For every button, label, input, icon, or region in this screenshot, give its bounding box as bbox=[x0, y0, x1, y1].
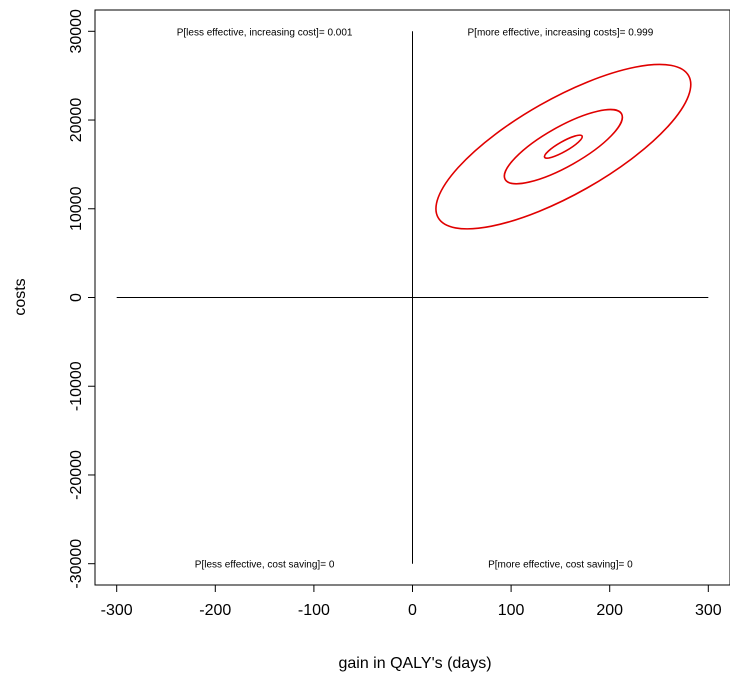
x-axis: -300 -200 -100 0 100 200 300 bbox=[101, 584, 722, 619]
contour-ellipse-1 bbox=[543, 134, 584, 159]
quadrant-annotations: P[less effective, increasing cost]= 0.00… bbox=[177, 27, 654, 570]
quadrant-annotation: P[less effective, cost saving]= 0 bbox=[195, 560, 335, 571]
axis-lines bbox=[116, 31, 709, 564]
y-tick-label: -20000 bbox=[68, 450, 85, 500]
y-tick-label: 20000 bbox=[68, 98, 85, 143]
quadrant-annotation: P[more effective, increasing costs]= 0.9… bbox=[468, 27, 654, 38]
y-tick-label: -30000 bbox=[68, 539, 85, 589]
x-tick-label: -100 bbox=[298, 602, 330, 619]
contour-ellipse-2 bbox=[503, 108, 624, 185]
y-axis: -30000 -20000 -10000 0 10000 20000 30000 bbox=[68, 9, 96, 589]
x-axis-title: gain in QALY's (days) bbox=[338, 655, 491, 672]
x-tick-label: -300 bbox=[101, 602, 133, 619]
x-tick-label: 200 bbox=[596, 602, 623, 619]
quadrant-annotation: P[more effective, cost saving]= 0 bbox=[488, 560, 633, 571]
x-tick-label: 100 bbox=[498, 602, 525, 619]
contour-ellipses bbox=[435, 63, 692, 230]
x-tick-label: 300 bbox=[695, 602, 722, 619]
y-tick-label: 0 bbox=[68, 293, 85, 302]
y-tick-label: 10000 bbox=[68, 186, 85, 231]
x-tick-label: 0 bbox=[408, 602, 417, 619]
x-tick-label: -200 bbox=[199, 602, 231, 619]
y-tick-label: -10000 bbox=[68, 361, 85, 411]
y-axis-title: costs bbox=[12, 278, 29, 315]
y-tick-label: 30000 bbox=[68, 9, 85, 54]
contour-ellipse-3 bbox=[435, 63, 692, 230]
quadrant-annotation: P[less effective, increasing cost]= 0.00… bbox=[177, 27, 353, 38]
